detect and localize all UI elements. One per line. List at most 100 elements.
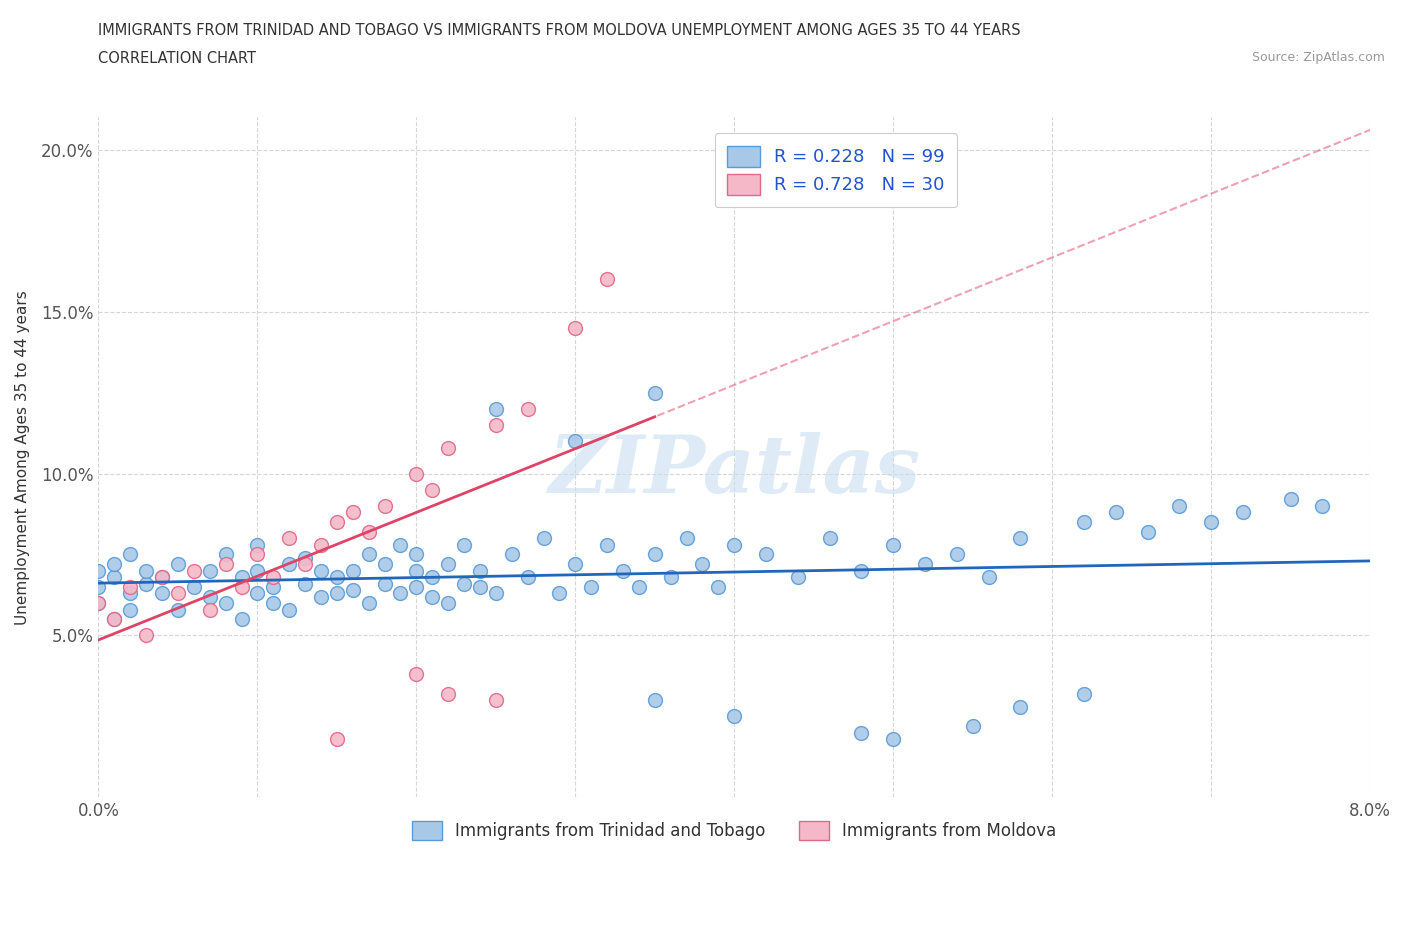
- Point: [644, 693, 666, 708]
- Point: [1105, 505, 1128, 520]
- Point: [246, 586, 269, 601]
- Point: [150, 586, 173, 601]
- Point: [405, 564, 427, 578]
- Point: [231, 579, 253, 594]
- Point: [326, 570, 349, 585]
- Point: [183, 579, 205, 594]
- Point: [564, 320, 586, 335]
- Point: [420, 570, 443, 585]
- Point: [342, 564, 364, 578]
- Point: [977, 570, 1000, 585]
- Point: [120, 579, 142, 594]
- Point: [1073, 686, 1095, 701]
- Point: [723, 709, 745, 724]
- Point: [309, 538, 332, 552]
- Point: [309, 564, 332, 578]
- Point: [150, 570, 173, 585]
- Point: [1073, 514, 1095, 529]
- Point: [357, 595, 380, 610]
- Point: [167, 557, 190, 572]
- Point: [357, 547, 380, 562]
- Point: [120, 586, 142, 601]
- Point: [278, 531, 301, 546]
- Point: [644, 385, 666, 400]
- Point: [533, 531, 555, 546]
- Point: [120, 602, 142, 617]
- Point: [294, 557, 316, 572]
- Text: CORRELATION CHART: CORRELATION CHART: [98, 51, 256, 66]
- Point: [405, 579, 427, 594]
- Point: [755, 547, 778, 562]
- Point: [437, 595, 460, 610]
- Point: [231, 570, 253, 585]
- Point: [103, 612, 125, 627]
- Point: [342, 583, 364, 598]
- Point: [962, 719, 984, 734]
- Point: [596, 272, 619, 286]
- Point: [246, 547, 269, 562]
- Point: [326, 732, 349, 747]
- Point: [659, 570, 682, 585]
- Point: [405, 667, 427, 682]
- Point: [786, 570, 808, 585]
- Point: [596, 538, 619, 552]
- Point: [579, 579, 602, 594]
- Point: [374, 577, 396, 591]
- Point: [120, 547, 142, 562]
- Point: [564, 557, 586, 572]
- Point: [437, 686, 460, 701]
- Point: [357, 525, 380, 539]
- Point: [87, 564, 110, 578]
- Point: [420, 589, 443, 604]
- Point: [150, 570, 173, 585]
- Point: [374, 557, 396, 572]
- Point: [405, 466, 427, 481]
- Point: [946, 547, 969, 562]
- Point: [1312, 498, 1334, 513]
- Point: [167, 586, 190, 601]
- Point: [612, 564, 634, 578]
- Point: [103, 557, 125, 572]
- Point: [1199, 514, 1222, 529]
- Point: [278, 602, 301, 617]
- Point: [135, 564, 157, 578]
- Point: [485, 693, 508, 708]
- Point: [326, 514, 349, 529]
- Point: [516, 402, 538, 417]
- Point: [183, 564, 205, 578]
- Point: [914, 557, 936, 572]
- Point: [468, 579, 491, 594]
- Point: [437, 557, 460, 572]
- Point: [87, 595, 110, 610]
- Point: [214, 595, 236, 610]
- Point: [389, 586, 412, 601]
- Point: [87, 595, 110, 610]
- Point: [437, 440, 460, 455]
- Point: [501, 547, 523, 562]
- Point: [644, 547, 666, 562]
- Point: [198, 564, 221, 578]
- Point: [214, 547, 236, 562]
- Text: IMMIGRANTS FROM TRINIDAD AND TOBAGO VS IMMIGRANTS FROM MOLDOVA UNEMPLOYMENT AMON: IMMIGRANTS FROM TRINIDAD AND TOBAGO VS I…: [98, 23, 1021, 38]
- Point: [818, 531, 841, 546]
- Point: [453, 577, 475, 591]
- Point: [1279, 492, 1302, 507]
- Text: Source: ZipAtlas.com: Source: ZipAtlas.com: [1251, 51, 1385, 64]
- Point: [135, 577, 157, 591]
- Point: [1010, 531, 1032, 546]
- Point: [389, 538, 412, 552]
- Point: [882, 538, 904, 552]
- Point: [1010, 699, 1032, 714]
- Point: [103, 570, 125, 585]
- Point: [246, 538, 269, 552]
- Text: ZIPatlas: ZIPatlas: [548, 432, 921, 510]
- Point: [516, 570, 538, 585]
- Point: [262, 579, 284, 594]
- Point: [326, 586, 349, 601]
- Point: [453, 538, 475, 552]
- Point: [262, 570, 284, 585]
- Point: [1136, 525, 1159, 539]
- Point: [485, 418, 508, 432]
- Point: [692, 557, 714, 572]
- Point: [707, 579, 730, 594]
